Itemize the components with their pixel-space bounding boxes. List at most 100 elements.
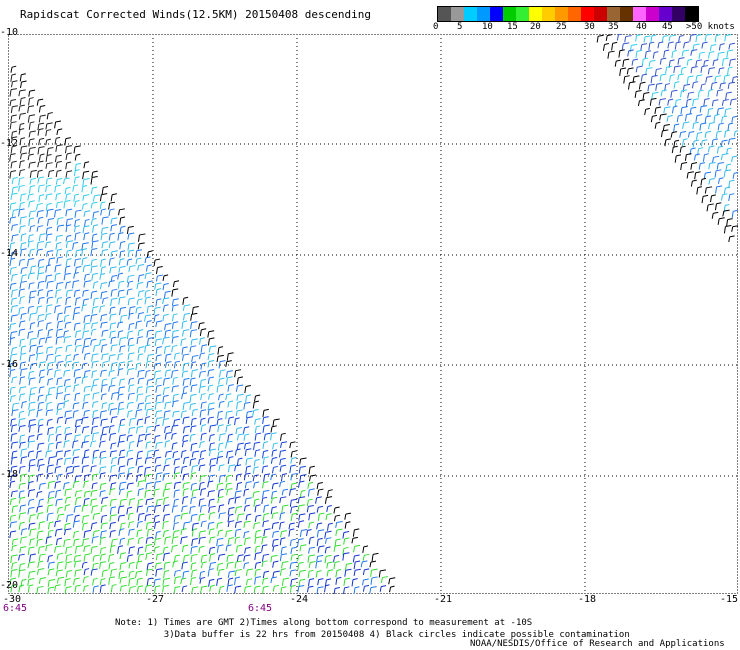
wind-barb [245, 568, 254, 576]
wind-barb [54, 354, 62, 363]
wind-barb [56, 552, 64, 560]
wind-barb [217, 488, 224, 498]
wind-barb [19, 546, 27, 553]
wind-barb [73, 368, 81, 378]
wind-barb [308, 465, 315, 475]
wind-barb [99, 472, 106, 480]
wind-barb [154, 338, 162, 347]
wind-barb [162, 304, 169, 312]
wind-barb [18, 128, 25, 135]
wind-barb [46, 217, 55, 226]
wind-barb [54, 369, 61, 378]
wind-barb [36, 352, 44, 361]
wind-barb [37, 258, 45, 268]
wind-barb [37, 329, 43, 338]
wind-barb [10, 584, 17, 593]
wind-barb [36, 442, 45, 450]
wind-barb [290, 450, 297, 458]
wind-barb [198, 513, 205, 522]
wind-barb [219, 369, 226, 378]
wind-barb [146, 378, 154, 386]
wind-barb [101, 297, 109, 304]
wind-barb [344, 521, 351, 529]
wind-barb [119, 537, 126, 545]
wind-barb [162, 297, 170, 305]
wind-barb [234, 464, 242, 472]
wind-barb [65, 234, 72, 242]
wind-barb [200, 424, 207, 433]
wind-barb [9, 266, 17, 275]
wind-barb [128, 377, 135, 385]
wind-barb [135, 570, 143, 579]
wind-barb [153, 314, 160, 322]
wind-barb [119, 250, 126, 258]
wind-barb [11, 224, 18, 231]
wind-barb [117, 321, 124, 329]
wind-barb [81, 522, 88, 531]
wind-barb [263, 432, 271, 441]
wind-barb [279, 521, 285, 530]
wind-barb [109, 545, 116, 553]
wind-barb [11, 538, 19, 546]
wind-barb [20, 242, 27, 250]
wind-barb [63, 200, 71, 209]
wind-barb [109, 498, 117, 507]
wind-barb [162, 504, 170, 512]
wind-barb [47, 554, 53, 563]
wind-barb [74, 218, 80, 227]
wind-barb [145, 482, 153, 490]
wind-barb [682, 121, 690, 129]
wind-barb [127, 280, 134, 288]
wind-barb [324, 496, 333, 504]
wind-barb [171, 298, 179, 306]
wind-barb [45, 544, 53, 552]
wind-barb [82, 178, 90, 187]
wind-barb [27, 240, 34, 248]
wind-barb [29, 290, 37, 299]
wind-barb [198, 481, 205, 491]
wind-barb [306, 504, 314, 513]
wind-barb [307, 578, 315, 587]
wind-barb [65, 281, 71, 289]
wind-barb [262, 520, 269, 528]
wind-barb [109, 474, 117, 482]
wind-barb [243, 520, 251, 528]
wind-barb [55, 433, 62, 442]
wind-barb [100, 369, 107, 377]
wind-barb [716, 89, 724, 97]
wind-barb [74, 297, 81, 306]
wind-barb [681, 138, 688, 147]
wind-barb [47, 328, 54, 337]
wind-barb [117, 472, 125, 480]
wind-barb [65, 546, 73, 555]
wind-barb [28, 354, 36, 362]
wind-barb [126, 330, 133, 340]
wind-barb [674, 154, 682, 163]
wind-barb [110, 362, 118, 371]
wind-barb [64, 496, 72, 504]
wind-barb [216, 482, 224, 491]
wind-barb [99, 466, 107, 474]
wind-barb [65, 208, 73, 217]
wind-barb [279, 553, 288, 562]
wind-barb [207, 353, 215, 361]
wind-barb [235, 544, 243, 553]
wind-barb [299, 529, 308, 538]
wind-barb [108, 562, 115, 570]
wind-barb [137, 312, 145, 319]
wind-barb [64, 426, 71, 434]
wind-barb [9, 88, 17, 97]
wind-barb [298, 480, 305, 488]
wind-barb [378, 569, 387, 578]
wind-barb [10, 474, 18, 482]
wind-barb [173, 458, 181, 466]
wind-barb [93, 344, 100, 352]
wind-barb [710, 194, 716, 203]
wind-barb [37, 122, 45, 131]
wind-barb [63, 378, 71, 387]
wind-barb [28, 200, 35, 208]
wind-barb [288, 522, 295, 530]
wind-barb [297, 496, 306, 504]
wind-barb [315, 496, 322, 504]
color-legend [437, 6, 699, 22]
